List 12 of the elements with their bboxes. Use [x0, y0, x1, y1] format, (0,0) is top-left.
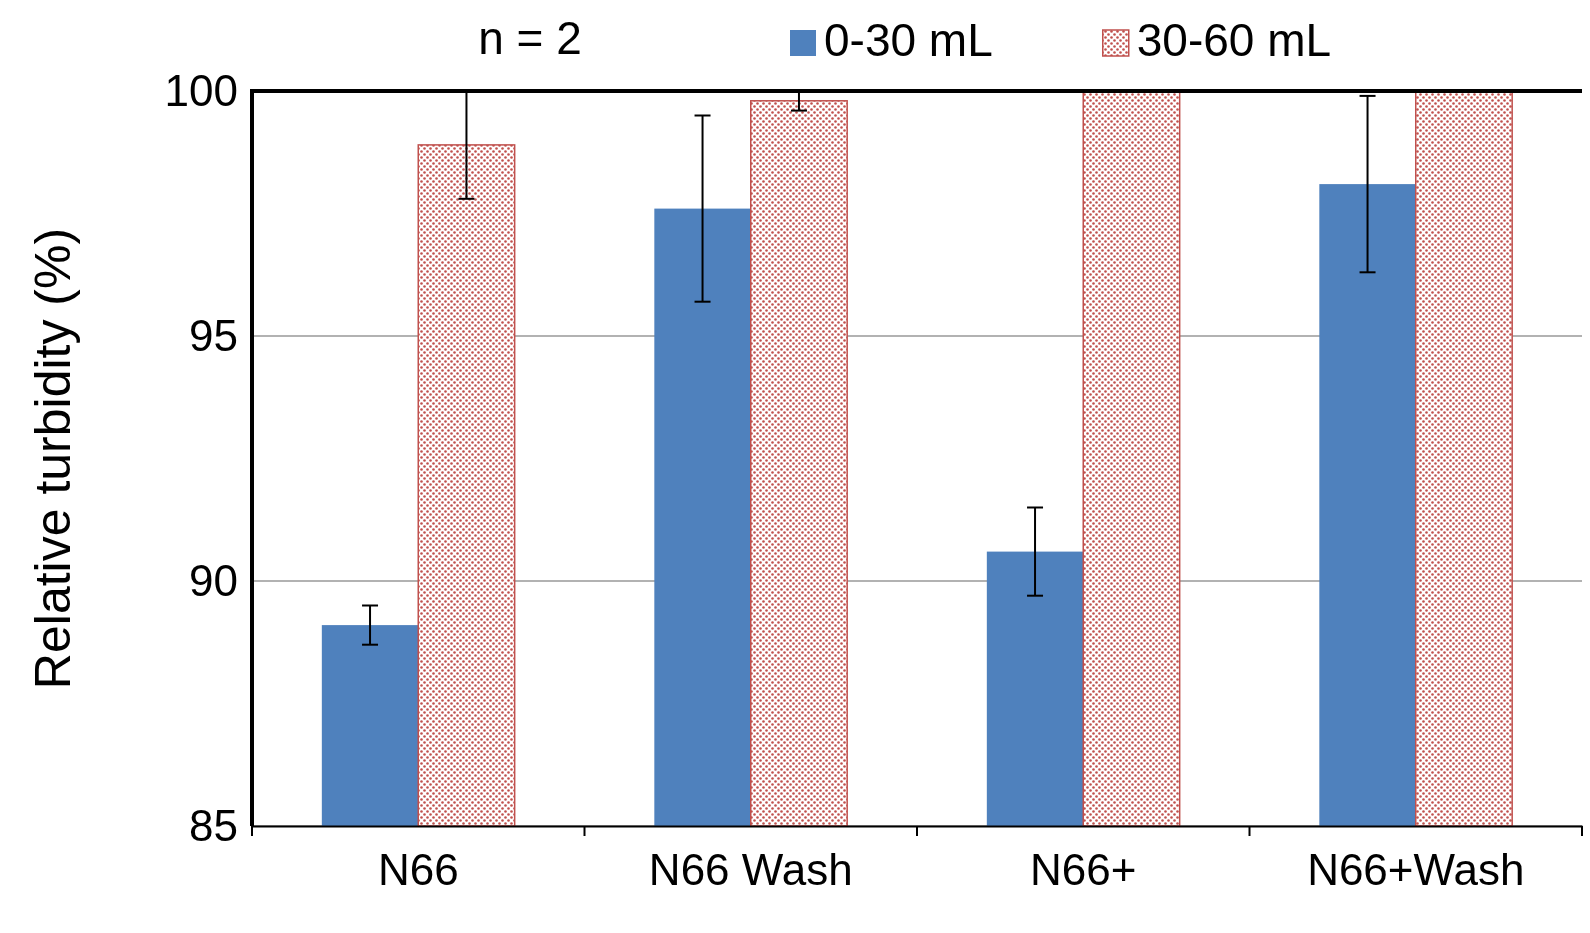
y-tick-label: 100: [164, 65, 238, 115]
x-tick-label: N66+Wash: [1307, 845, 1525, 895]
text: n = 2: [478, 12, 582, 64]
y-axis-title: Relative turbidity (%): [25, 227, 81, 690]
x-tick-label: N66: [377, 845, 459, 895]
y-tick-label: 95: [189, 310, 238, 360]
legend-label: 30-60 mL: [1136, 14, 1332, 66]
legend-label: 0-30 mL: [824, 14, 993, 66]
y-tick-label: 90: [189, 555, 238, 605]
x-tick-label: N66 Wash: [648, 845, 853, 895]
y-tick-label: 85: [189, 800, 238, 850]
x-tick-label: N66+: [1030, 845, 1137, 895]
